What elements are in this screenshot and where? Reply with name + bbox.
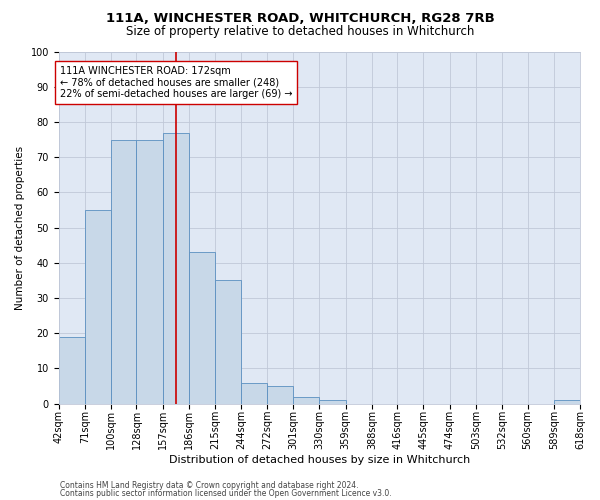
Bar bbox=[136, 140, 163, 404]
Bar bbox=[241, 382, 267, 404]
Bar bbox=[111, 140, 136, 404]
Bar bbox=[163, 132, 189, 404]
Y-axis label: Number of detached properties: Number of detached properties bbox=[15, 146, 25, 310]
Text: 111A, WINCHESTER ROAD, WHITCHURCH, RG28 7RB: 111A, WINCHESTER ROAD, WHITCHURCH, RG28 … bbox=[106, 12, 494, 26]
Text: 111A WINCHESTER ROAD: 172sqm
← 78% of detached houses are smaller (248)
22% of s: 111A WINCHESTER ROAD: 172sqm ← 78% of de… bbox=[59, 66, 292, 99]
Text: Size of property relative to detached houses in Whitchurch: Size of property relative to detached ho… bbox=[126, 25, 474, 38]
Bar bbox=[85, 210, 111, 404]
Text: Contains public sector information licensed under the Open Government Licence v3: Contains public sector information licen… bbox=[60, 488, 392, 498]
Bar bbox=[293, 396, 319, 404]
Bar bbox=[554, 400, 580, 404]
Bar bbox=[319, 400, 346, 404]
Bar bbox=[267, 386, 293, 404]
Bar bbox=[189, 252, 215, 404]
Bar bbox=[59, 337, 85, 404]
X-axis label: Distribution of detached houses by size in Whitchurch: Distribution of detached houses by size … bbox=[169, 455, 470, 465]
Text: Contains HM Land Registry data © Crown copyright and database right 2024.: Contains HM Land Registry data © Crown c… bbox=[60, 481, 359, 490]
Bar bbox=[215, 280, 241, 404]
